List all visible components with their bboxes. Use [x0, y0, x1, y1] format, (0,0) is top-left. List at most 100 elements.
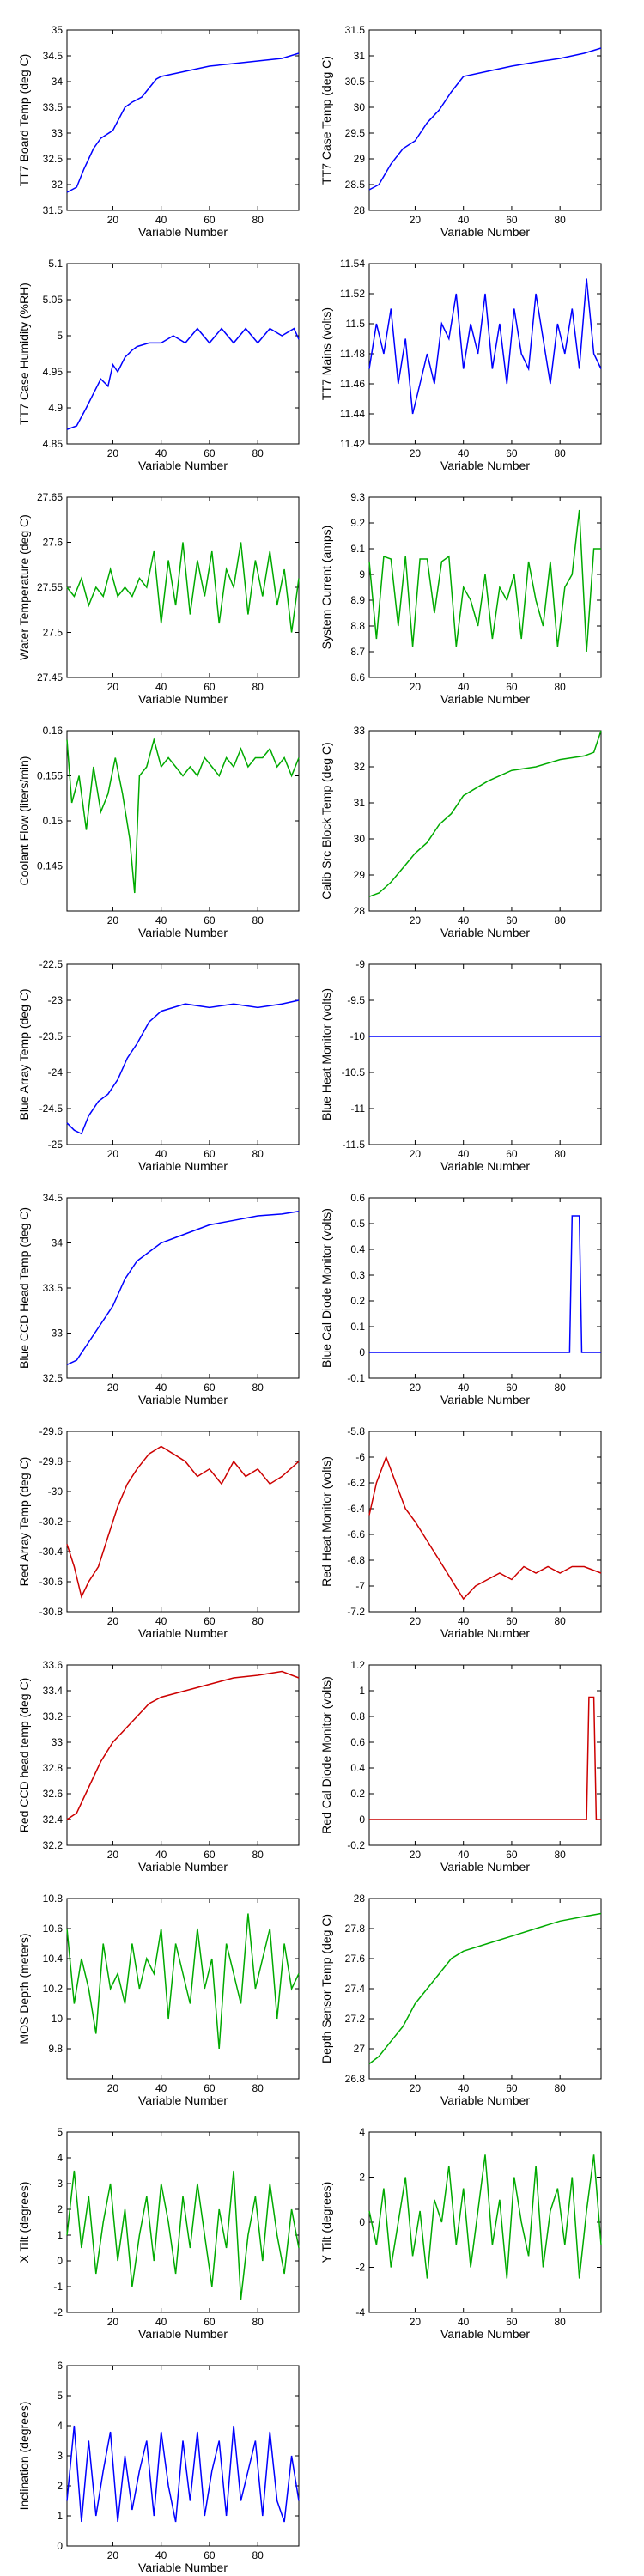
- y-tick-label: 1.2: [350, 1659, 365, 1671]
- y-tick-label: -4: [355, 2306, 365, 2318]
- x-axis-label: Variable Number: [138, 692, 228, 706]
- x-axis-label: Variable Number: [440, 225, 530, 239]
- y-tick-label: -10: [350, 1030, 366, 1042]
- y-tick-label: 0.6: [350, 1192, 365, 1204]
- y-tick-label: 31.5: [345, 24, 366, 36]
- y-tick-label: 3: [57, 2450, 63, 2462]
- x-tick-label: 60: [204, 214, 216, 226]
- x-tick-label: 40: [155, 681, 167, 693]
- y-tick-label: -24: [48, 1066, 64, 1078]
- y-tick-label: 8.9: [350, 594, 365, 606]
- chart-20: 20 40 60 80 -4 -2 0 2 4 Variable Number Y Tilt (de…: [319, 2126, 602, 2341]
- series-line: [368, 1912, 602, 2065]
- plot-frame: [368, 1664, 602, 1846]
- x-axis-label: Variable Number: [138, 2093, 228, 2107]
- x-tick-label: 20: [107, 1615, 119, 1627]
- y-tick-label: -9.5: [347, 994, 365, 1006]
- x-tick-label: 20: [410, 1615, 422, 1627]
- x-tick-label: 40: [155, 2082, 167, 2094]
- x-tick-label: 80: [555, 681, 567, 693]
- y-tick-label: 2: [57, 2480, 63, 2492]
- x-axis-label: Variable Number: [440, 1860, 530, 1874]
- y-axis-label: TT7 Mains (volts): [319, 307, 333, 400]
- x-tick-label: 20: [107, 214, 119, 226]
- x-tick-label: 20: [410, 2316, 422, 2328]
- y-tick-label: 0: [57, 2540, 63, 2552]
- x-tick-label: 80: [252, 1615, 264, 1627]
- y-tick-label: -2: [355, 2262, 365, 2274]
- y-tick-label: 11.5: [346, 318, 366, 330]
- chart-7: 20 40 60 80 0.145 0.15 0.155 0.16 Variable Numbe…: [17, 725, 300, 939]
- y-tick-label: 0.155: [37, 770, 63, 782]
- y-axis-label: Red Cal Diode Monitor (volts): [319, 1676, 333, 1834]
- y-tick-label: 0.145: [37, 860, 63, 872]
- y-axis-label: TT7 Case Humidity (%RH): [17, 283, 31, 425]
- chart-8: 20 40 60 80 28 29 30 31 32 33 Variable Number Calib…: [319, 725, 602, 939]
- y-tick-label: 3: [57, 2178, 63, 2190]
- series-line: [66, 542, 300, 633]
- y-tick-label: 27: [354, 2043, 366, 2055]
- x-tick-label: 80: [252, 2549, 264, 2561]
- x-axis-label: Variable Number: [138, 2327, 228, 2341]
- y-tick-label: 33.5: [43, 1282, 64, 1294]
- x-tick-label: 60: [204, 1849, 216, 1861]
- y-tick-label: -6: [355, 1451, 365, 1463]
- y-tick-label: -0.2: [347, 1839, 365, 1851]
- y-tick-label: 26.8: [345, 2073, 366, 2085]
- x-tick-label: 60: [204, 1148, 216, 1160]
- chart-13: 20 40 60 80 -30.8 -30.6 -30.4 -30.2 -30 -29.8 -29.…: [17, 1425, 300, 1640]
- y-tick-label: 29: [354, 153, 366, 165]
- series-line: [66, 1670, 300, 1820]
- y-axis-label: MOS Depth (meters): [17, 1933, 31, 2044]
- series-line: [66, 52, 300, 193]
- y-tick-label: 33.4: [43, 1685, 64, 1697]
- x-tick-label: 20: [410, 914, 422, 927]
- y-tick-label: -5.8: [347, 1425, 365, 1437]
- series-line: [66, 1913, 300, 2050]
- y-tick-label: -7: [355, 1580, 365, 1592]
- y-tick-label: 10.8: [43, 1893, 64, 1905]
- x-tick-label: 40: [155, 1615, 167, 1627]
- y-tick-label: 28: [354, 204, 366, 216]
- x-tick-label: 80: [252, 681, 264, 693]
- chart-3: 20 40 60 80 4.85 4.9 4.95 5 5.05 5.1 Variable Numb…: [17, 258, 300, 472]
- y-tick-label: 0.16: [43, 725, 64, 737]
- x-tick-label: 40: [458, 2082, 470, 2094]
- x-tick-label: 20: [410, 2082, 422, 2094]
- y-tick-label: 0.2: [350, 1295, 365, 1307]
- y-tick-label: 0.1: [350, 1321, 365, 1333]
- y-axis-label: Blue Cal Diode Monitor (volts): [319, 1208, 333, 1368]
- y-tick-label: 32.6: [43, 1788, 64, 1800]
- y-tick-label: -23: [48, 994, 64, 1006]
- x-tick-label: 40: [458, 447, 470, 459]
- x-tick-label: 20: [410, 1382, 422, 1394]
- y-tick-label: 29.5: [345, 127, 366, 139]
- x-tick-label: 80: [555, 1148, 567, 1160]
- x-tick-label: 80: [252, 2082, 264, 2094]
- y-axis-label: System Current (amps): [319, 526, 333, 650]
- plot-frame: [66, 1664, 300, 1846]
- series-line: [368, 2154, 602, 2279]
- y-tick-label: 8.8: [350, 620, 365, 632]
- y-tick-label: 11.48: [340, 348, 365, 360]
- y-tick-label: 28: [354, 905, 366, 917]
- y-tick-label: 5.05: [43, 294, 64, 306]
- x-tick-label: 80: [252, 214, 264, 226]
- y-tick-label: 9.1: [350, 543, 365, 555]
- y-tick-label: 10.2: [43, 1983, 64, 1995]
- y-tick-label: 30: [354, 833, 366, 845]
- y-tick-label: 5: [57, 2126, 63, 2138]
- x-tick-label: 80: [555, 1382, 567, 1394]
- y-tick-label: 0: [359, 1814, 365, 1826]
- y-tick-label: 32: [354, 761, 366, 773]
- y-tick-label: -1: [53, 2281, 63, 2293]
- x-tick-label: 60: [204, 2549, 216, 2561]
- chart-11: 20 40 60 80 32.5 33 33.5 34 34.5 Variable Number B…: [17, 1192, 300, 1406]
- y-tick-label: 9.2: [350, 517, 365, 529]
- plot-frame: [66, 730, 300, 912]
- y-tick-label: -6.4: [347, 1503, 365, 1515]
- chart-18: 20 40 60 80 26.8 27 27.2 27.4 27.6 27.8 28 Variable…: [319, 1893, 602, 2107]
- x-tick-label: 60: [506, 1849, 518, 1861]
- y-tick-label: 1: [57, 2510, 63, 2522]
- plot-frame: [66, 263, 300, 445]
